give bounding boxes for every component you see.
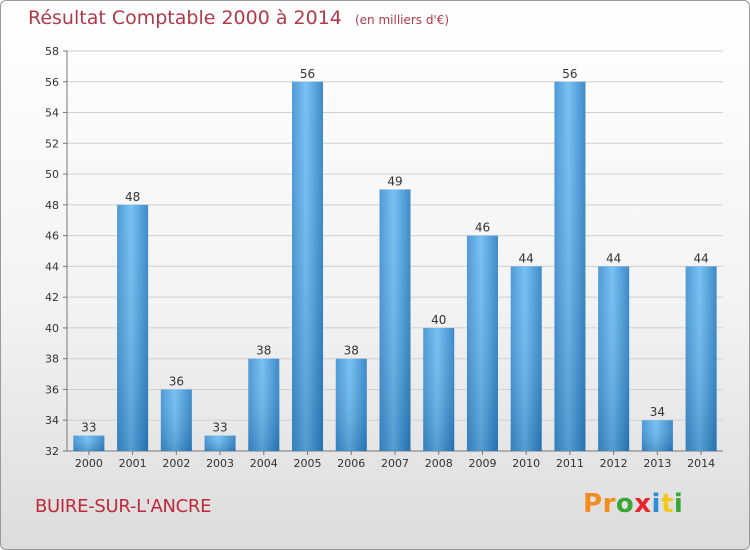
brand-letter: x	[634, 489, 652, 519]
bar-value-label: 46	[475, 221, 490, 235]
label-layer: 33 48 36 33 38 56 38 49 40 46 44 56 44 34 44	[81, 67, 709, 435]
brand-letter: r	[602, 489, 616, 519]
y-tick-label: 40	[45, 322, 59, 335]
y-tick-label: 42	[45, 291, 59, 304]
bar-shade	[160, 389, 192, 451]
bar-value-label: 36	[169, 374, 184, 388]
x-tick-label: 2000	[75, 457, 103, 470]
bar-value-label: 49	[387, 174, 402, 188]
x-tick-label: 2014	[687, 457, 715, 470]
x-tick-label: 2008	[425, 457, 453, 470]
brand-letter: i	[673, 489, 684, 519]
bar-value-label: 38	[344, 344, 359, 358]
brand-letter: i	[651, 489, 661, 519]
x-tick-label: 2004	[250, 457, 278, 470]
bar-shade	[335, 358, 367, 451]
title-row: Résultat Comptable 2000 à 2014 (en milli…	[28, 7, 449, 29]
x-tick-label: 2003	[206, 457, 234, 470]
bar-shade	[292, 81, 324, 452]
x-tick-label: 2010	[512, 457, 540, 470]
brand-letter: t	[660, 489, 674, 519]
bar-shade	[379, 189, 411, 451]
x-tick-label: 2011	[556, 457, 584, 470]
y-tick-label: 36	[45, 383, 59, 396]
y-tick-label: 44	[45, 260, 59, 273]
x-tick-label: 2002	[162, 457, 190, 470]
x-tick-label: 2012	[600, 457, 628, 470]
brand-letter: P	[583, 489, 603, 519]
bar-value-label: 33	[81, 421, 96, 435]
bar-value-label: 44	[606, 251, 621, 265]
chart-unit: (en milliers d'€)	[354, 13, 450, 27]
y-tick-label: 38	[45, 353, 59, 366]
y-tick-label: 52	[45, 137, 59, 150]
y-tick-label: 48	[45, 199, 59, 212]
y-tick-label: 58	[45, 45, 59, 58]
bar-value-label: 48	[125, 190, 140, 204]
x-tick-label: 2006	[337, 457, 365, 470]
x-tick-label: 2005	[294, 457, 322, 470]
y-tick-label: 56	[45, 76, 59, 89]
bar-value-label: 33	[212, 421, 227, 435]
bar-shade	[685, 266, 717, 451]
bar-shade	[423, 327, 455, 451]
bar-layer	[73, 81, 717, 452]
chart-title: Résultat Comptable 2000 à 2014	[28, 7, 342, 29]
x-tick-label: 2007	[381, 457, 409, 470]
bar-value-label: 38	[256, 344, 271, 358]
x-tick-label: 2001	[119, 457, 147, 470]
x-tick-label: 2013	[643, 457, 671, 470]
y-tick-label: 32	[45, 445, 59, 458]
bar-shade	[554, 81, 586, 452]
city-name: BUIRE-SUR-L'ANCRE	[35, 496, 212, 517]
y-tick-label: 50	[45, 168, 59, 181]
bar-shade	[598, 266, 630, 451]
y-tick-label: 46	[45, 230, 59, 243]
bar-value-label: 40	[431, 313, 446, 327]
x-tick-label: 2009	[468, 457, 496, 470]
bar-value-label: 56	[562, 67, 577, 81]
bar-value-label: 44	[693, 251, 708, 265]
bar-shade	[73, 435, 105, 451]
bar-shade	[510, 266, 542, 451]
bar-shade	[641, 420, 673, 451]
bar-shade	[204, 435, 236, 451]
y-tick-label: 54	[45, 107, 59, 120]
bar-shade	[117, 204, 149, 451]
bar-value-label: 34	[650, 405, 665, 419]
bar-value-label: 56	[300, 67, 315, 81]
brand-letter: o	[615, 489, 635, 519]
bar-shade	[248, 358, 280, 451]
brand-logo: Proxiti	[583, 489, 683, 519]
y-tick-label: 34	[45, 414, 59, 427]
bar-shade	[466, 235, 498, 451]
bar-value-label: 44	[519, 251, 534, 265]
